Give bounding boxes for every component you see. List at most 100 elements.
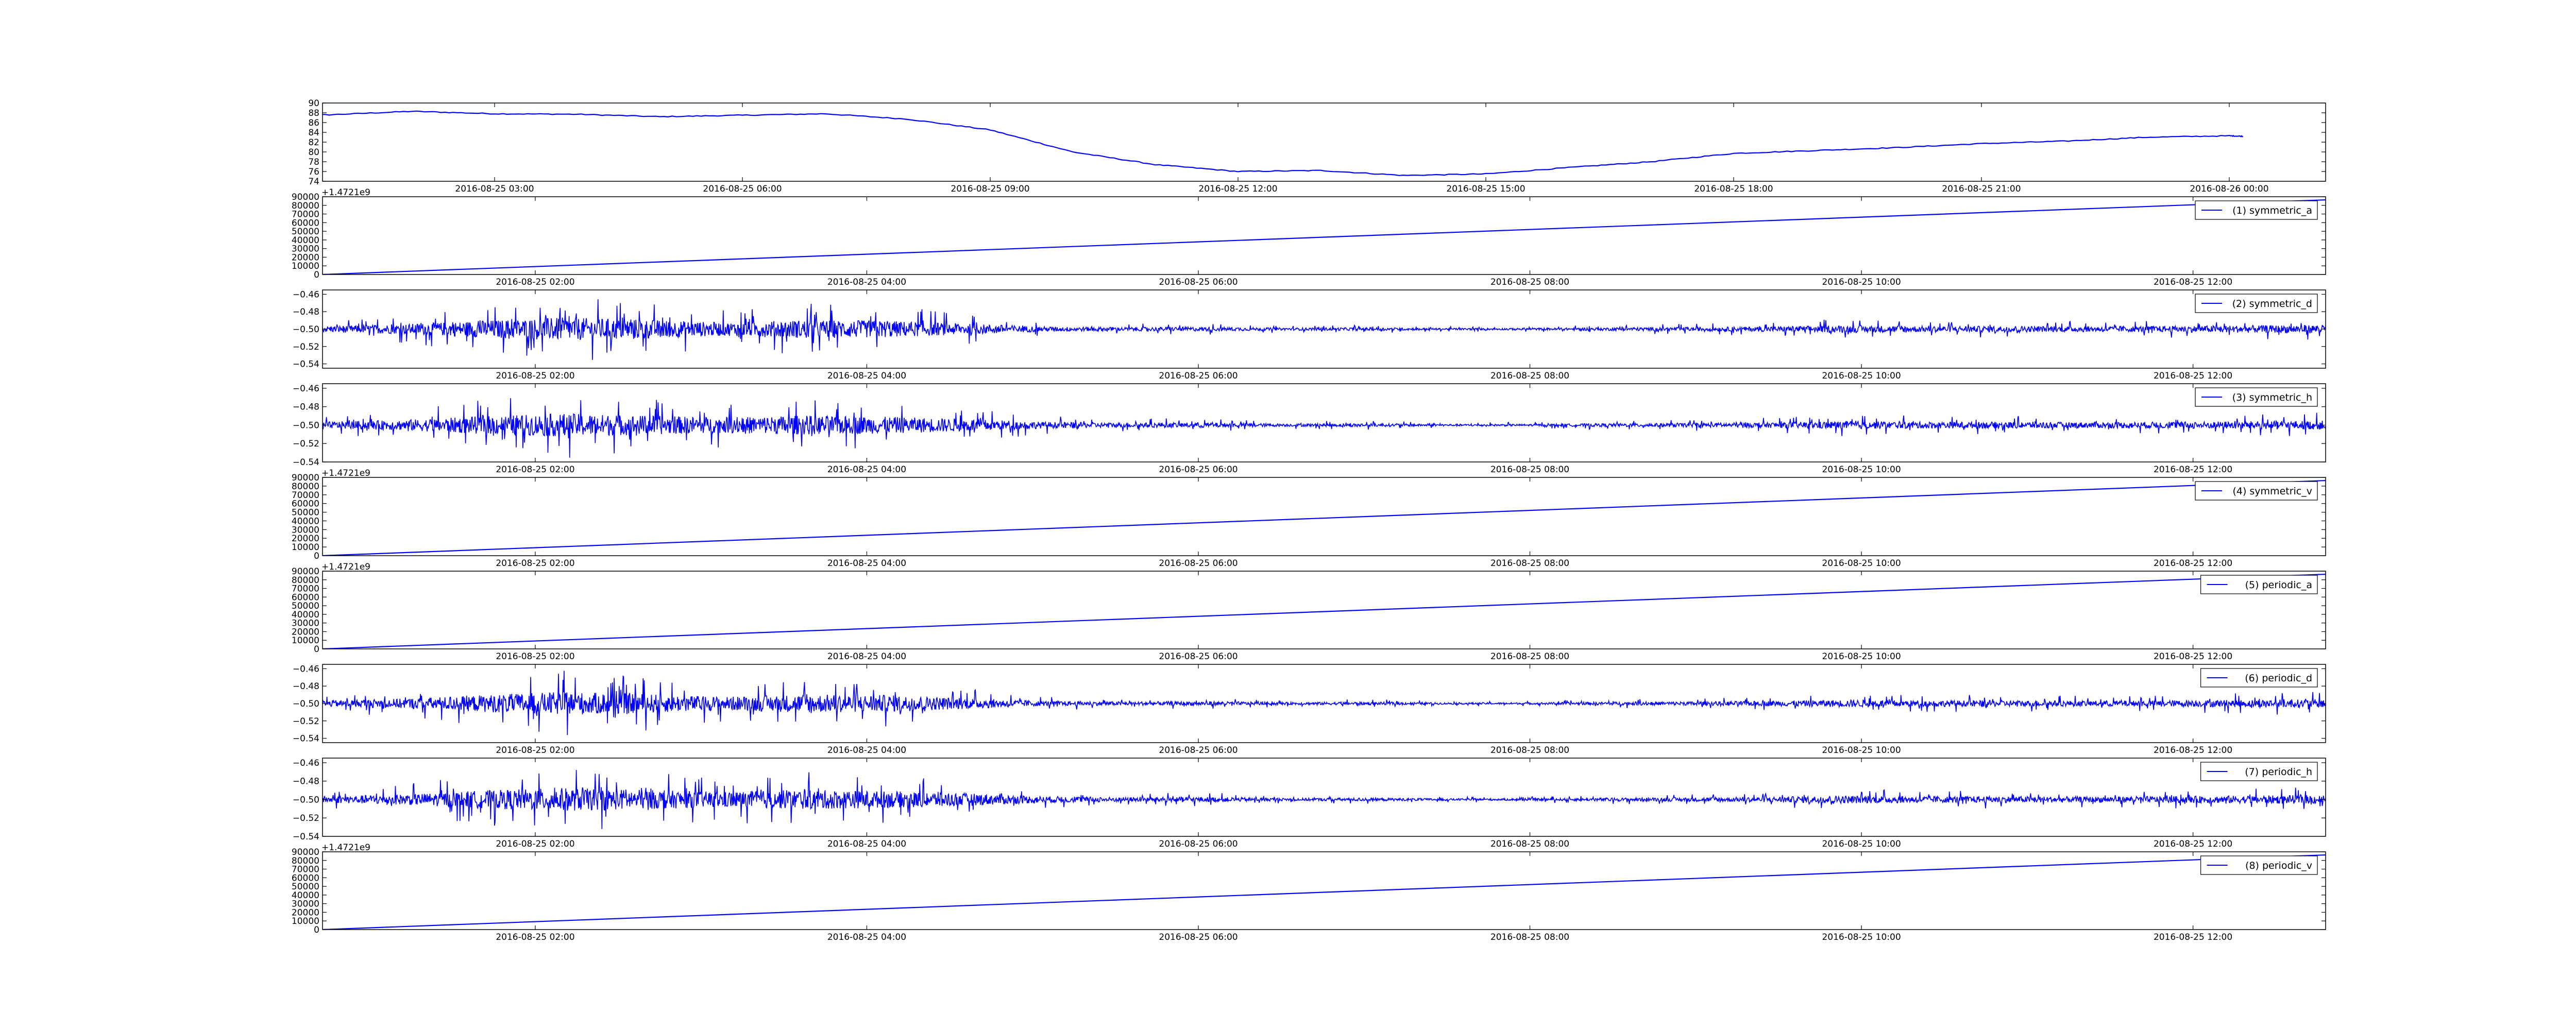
y-tick-label: 60000 — [292, 592, 319, 603]
x-tick-label: 2016-08-25 21:00 — [1942, 184, 2021, 194]
series-line — [323, 110, 2244, 176]
y-tick-label: −0.52 — [293, 813, 319, 823]
x-tick-label: 2016-08-25 02:00 — [496, 371, 574, 381]
y-tick-label: 80000 — [292, 856, 319, 866]
x-tick-label: 2016-08-25 02:00 — [496, 839, 574, 849]
series-line — [323, 199, 2326, 274]
y-tick-label: 10000 — [292, 542, 319, 553]
panel-6: 9000080000700006000050000400003000020000… — [292, 562, 2326, 662]
y-tick-label: 30000 — [292, 525, 319, 535]
x-tick-label: 2016-08-25 08:00 — [1490, 277, 1569, 287]
legend-label: (4) symmetric_v — [2232, 486, 2312, 497]
x-tick-label: 2016-08-26 00:00 — [2190, 184, 2268, 194]
offset-label: +1.4721e9 — [321, 562, 370, 572]
offset-label: +1.4721e9 — [321, 843, 370, 853]
x-tick-label: 2016-08-25 06:00 — [703, 184, 782, 194]
x-tick-label: 2016-08-25 12:00 — [2154, 932, 2232, 942]
y-tick-label: −0.52 — [293, 716, 319, 727]
legend: (2) symmetric_d — [2195, 294, 2318, 313]
y-tick-label: 70000 — [292, 865, 319, 875]
y-tick-label: 90000 — [292, 473, 319, 483]
y-tick-label: 90000 — [292, 192, 319, 202]
x-tick-label: 2016-08-25 06:00 — [1159, 558, 1238, 569]
series-group — [323, 398, 2326, 458]
x-tick-label: 2016-08-25 12:00 — [2154, 745, 2232, 756]
y-tick-label: 0 — [314, 551, 319, 561]
x-tick-label: 2016-08-25 12:00 — [2154, 558, 2232, 569]
panel-7: −0.46 −0.48 −0.50 −0.52 −0.54 2016-08-25 02:0… — [293, 664, 2326, 756]
y-tick-label: −0.48 — [293, 402, 319, 413]
y-tick-label: −0.50 — [293, 795, 319, 805]
y-tick-label: 10000 — [292, 916, 319, 926]
y-tick-label: 30000 — [292, 899, 319, 909]
y-tick-label: 50000 — [292, 601, 319, 611]
x-tick-label: 2016-08-25 12:00 — [2154, 465, 2232, 475]
series-line — [323, 671, 2326, 735]
x-tick-label: 2016-08-25 08:00 — [1490, 558, 1569, 569]
series-group — [323, 671, 2326, 735]
y-tick-label: 70000 — [292, 490, 319, 501]
panel-3: −0.46 −0.48 −0.50 −0.52 −0.54 2016-08-25 02:0… — [293, 289, 2326, 381]
x-tick-label: 2016-08-25 02:00 — [496, 277, 574, 287]
x-tick-label: 2016-08-25 06:00 — [1159, 371, 1238, 381]
x-tick-label: 2016-08-25 18:00 — [1694, 184, 1773, 194]
legend: (4) symmetric_v — [2195, 481, 2318, 501]
x-tick-label: 2016-08-25 12:00 — [2154, 371, 2232, 381]
y-tick-label: 30000 — [292, 244, 319, 254]
y-tick-label: 60000 — [292, 873, 319, 883]
y-tick-label: 40000 — [292, 610, 319, 620]
x-tick-label: 2016-08-25 04:00 — [827, 839, 906, 849]
y-tick-label: 20000 — [292, 627, 319, 637]
x-tick-label: 2016-08-25 03:00 — [455, 184, 534, 194]
y-tick-label: 78 — [308, 157, 319, 167]
x-tick-label: 2016-08-25 10:00 — [1822, 651, 1901, 662]
x-tick-label: 2016-08-25 02:00 — [496, 465, 574, 475]
y-tick-label: −0.54 — [293, 734, 319, 744]
x-tick-label: 2016-08-25 02:00 — [496, 932, 574, 942]
y-tick-label: −0.50 — [293, 324, 319, 335]
y-tick-label: 10000 — [292, 261, 319, 271]
y-tick-label: 30000 — [292, 619, 319, 629]
y-tick-label: 86 — [308, 118, 319, 128]
x-tick-label: 2016-08-25 02:00 — [496, 651, 574, 662]
x-tick-label: 2016-08-25 04:00 — [827, 465, 906, 475]
x-tick-label: 2016-08-25 09:00 — [951, 184, 1029, 194]
y-tick-label: 10000 — [292, 636, 319, 646]
legend-label: (5) periodic_a — [2245, 579, 2312, 591]
panel-2: 9000080000700006000050000400003000020000… — [292, 187, 2326, 287]
legend-label: (3) symmetric_h — [2232, 392, 2312, 403]
legend-box — [2195, 481, 2318, 501]
series-line — [323, 573, 2326, 649]
y-tick-label: −0.52 — [293, 342, 319, 352]
y-tick-label: −0.54 — [293, 359, 319, 370]
legend: (8) periodic_v — [2200, 855, 2318, 875]
y-tick-label: 20000 — [292, 907, 319, 918]
series-line — [323, 770, 2326, 829]
y-tick-label: 40000 — [292, 516, 319, 526]
legend-label: (7) periodic_h — [2245, 766, 2312, 778]
y-tick-label: −0.48 — [293, 777, 319, 787]
x-tick-label: 2016-08-25 10:00 — [1822, 745, 1901, 756]
x-tick-label: 2016-08-25 12:00 — [2154, 277, 2232, 287]
y-tick-label: 70000 — [292, 210, 319, 220]
y-tick-label: −0.50 — [293, 699, 319, 709]
y-tick-label: 50000 — [292, 508, 319, 518]
x-tick-label: 2016-08-25 10:00 — [1822, 465, 1901, 475]
y-tick-label: 0 — [314, 925, 319, 935]
x-tick-label: 2016-08-25 08:00 — [1490, 745, 1569, 756]
legend-label: (1) symmetric_a — [2232, 205, 2312, 216]
x-tick-label: 2016-08-25 10:00 — [1822, 839, 1901, 849]
axes-frame — [322, 851, 2326, 930]
y-tick-label: 80000 — [292, 575, 319, 586]
x-tick-label: 2016-08-25 02:00 — [496, 558, 574, 569]
x-tick-label: 2016-08-25 06:00 — [1159, 277, 1238, 287]
series-group — [323, 479, 2326, 556]
y-tick-label: 0 — [314, 270, 319, 280]
y-tick-label: 90000 — [292, 566, 319, 577]
y-tick-label: 76 — [308, 167, 319, 177]
y-tick-label: 20000 — [292, 534, 319, 544]
legend: (5) periodic_a — [2200, 575, 2318, 594]
x-tick-label: 2016-08-25 08:00 — [1490, 932, 1569, 942]
